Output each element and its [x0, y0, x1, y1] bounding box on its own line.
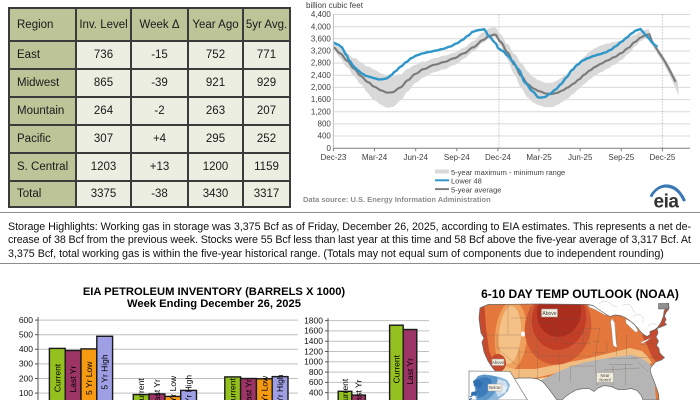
svg-text:400: 400	[19, 344, 33, 354]
svg-text:eia: eia	[654, 192, 680, 213]
svg-text:Lower 48: Lower 48	[451, 177, 482, 186]
svg-text:500: 500	[19, 330, 33, 340]
svg-text:Sep-24: Sep-24	[444, 153, 470, 162]
svg-text:100: 100	[19, 388, 33, 398]
svg-text:1,600: 1,600	[311, 95, 332, 104]
svg-text:1400: 1400	[304, 336, 323, 346]
svg-text:400: 400	[318, 132, 332, 141]
svg-text:1000: 1000	[304, 357, 323, 367]
svg-text:3,200: 3,200	[311, 47, 332, 56]
svg-text:1200: 1200	[304, 346, 323, 356]
svg-text:800: 800	[318, 120, 332, 129]
svg-text:Above: Above	[492, 360, 505, 365]
svg-text:1800: 1800	[304, 315, 323, 325]
svg-text:2,000: 2,000	[311, 83, 332, 92]
svg-text:600: 600	[309, 377, 323, 387]
svg-text:5-year average: 5-year average	[451, 185, 501, 194]
svg-text:Jun-24: Jun-24	[403, 153, 428, 162]
svg-text:5 Yr Low: 5 Yr Low	[259, 375, 269, 400]
svg-text:Jun-25: Jun-25	[568, 153, 593, 162]
svg-text:3,600: 3,600	[311, 34, 332, 43]
svg-text:Current: Current	[52, 363, 62, 392]
svg-text:2,800: 2,800	[311, 59, 332, 68]
svg-text:1,200: 1,200	[311, 107, 332, 116]
svg-text:Near: Near	[600, 373, 610, 378]
svg-text:600: 600	[19, 315, 33, 325]
svg-text:5 Yr Low: 5 Yr Low	[168, 375, 178, 400]
svg-text:5-year maximum - minimum range: 5-year maximum - minimum range	[451, 168, 565, 177]
svg-text:800: 800	[309, 367, 323, 377]
svg-text:0: 0	[326, 144, 331, 153]
svg-text:4,400: 4,400	[311, 10, 332, 19]
svg-text:2,400: 2,400	[311, 71, 332, 80]
svg-text:Last Yr: Last Yr	[244, 379, 254, 400]
svg-text:Current: Current	[228, 377, 238, 400]
svg-text:Data source: U.S. Energy Info: Data source: U.S. Energy Information Adm…	[303, 195, 491, 204]
svg-text:billion cubic feet: billion cubic feet	[306, 1, 364, 10]
svg-text:Sep-25: Sep-25	[608, 153, 634, 162]
svg-text:5 Yr High: 5 Yr High	[100, 354, 110, 390]
svg-text:Last Yr: Last Yr	[152, 379, 162, 400]
svg-text:Dec-24: Dec-24	[485, 153, 511, 162]
svg-text:Current: Current	[340, 378, 350, 400]
svg-text:Above: Above	[542, 311, 556, 317]
svg-text:5 Yr High: 5 Yr High	[275, 374, 285, 400]
svg-text:Last Yr: Last Yr	[354, 379, 364, 400]
svg-text:200: 200	[19, 373, 33, 383]
svg-text:4,000: 4,000	[311, 22, 332, 31]
svg-text:Norml: Norml	[599, 378, 610, 383]
svg-text:Mar-24: Mar-24	[362, 153, 388, 162]
svg-text:Dec-23: Dec-23	[321, 153, 347, 162]
svg-text:Mar-25: Mar-25	[526, 153, 552, 162]
svg-text:Last Yr: Last Yr	[405, 358, 415, 385]
svg-text:400: 400	[309, 388, 323, 398]
svg-text:1600: 1600	[304, 326, 323, 336]
svg-text:5 Yr High: 5 Yr High	[184, 375, 194, 400]
svg-text:300: 300	[19, 359, 33, 369]
svg-text:Dec-25: Dec-25	[650, 153, 676, 162]
svg-text:Below: Below	[489, 385, 501, 390]
svg-text:Current: Current	[391, 354, 401, 383]
svg-text:Current: Current	[136, 378, 146, 400]
svg-text:Last Yr: Last Yr	[68, 366, 78, 393]
svg-text:5 Yr Low: 5 Yr Low	[84, 361, 94, 395]
